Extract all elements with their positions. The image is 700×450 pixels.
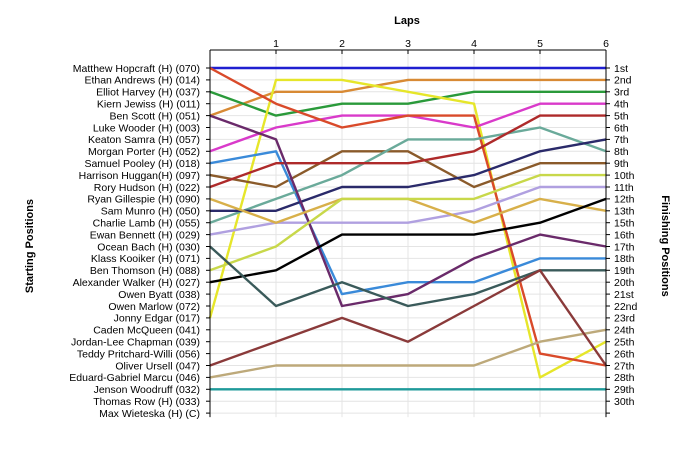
- finishing-position-label: 9th: [614, 158, 629, 170]
- x-tick-label: 6: [603, 38, 609, 50]
- finishing-position-label: 11th: [614, 182, 634, 194]
- finishing-position-label: 7th: [614, 134, 629, 146]
- finishing-position-label: 19th: [614, 265, 635, 277]
- starting-position-label: Morgan Porter (H) (052): [88, 146, 200, 158]
- starting-position-label: Ben Thomson (H) (088): [90, 265, 200, 277]
- chart-series: [208, 66, 607, 391]
- starting-position-label: Ewan Bennett (H) (029): [90, 229, 200, 241]
- finishing-position-label: 22nd: [614, 301, 638, 313]
- starting-position-label: Jonny Edgar (017): [114, 313, 200, 325]
- series-line: [208, 78, 607, 379]
- series-line: [209, 78, 606, 117]
- x-tick-label: 4: [471, 38, 477, 50]
- finishing-position-label: 29th: [614, 384, 635, 396]
- starting-position-label: Harrison Huggan(H) (097): [79, 170, 200, 182]
- finishing-position-label: 1st: [614, 63, 628, 75]
- finishing-position-label: 15th: [614, 218, 635, 230]
- starting-position-label: Jordan-Lee Chapman (039): [71, 337, 200, 349]
- finishing-position-label: 4th: [614, 99, 629, 111]
- starting-position-label: Elliot Harvey (H) (037): [96, 87, 200, 99]
- starting-position-label: Matthew Hopcraft (H) (070): [73, 63, 200, 75]
- series-line: [209, 126, 607, 224]
- starting-position-label: Eduard-Gabriel Marcu (046): [69, 372, 200, 384]
- finishing-position-label: 16th: [614, 229, 635, 241]
- x-tick-labels: 1 2 3 4 5 6: [273, 38, 609, 50]
- starting-position-label: Ocean Bach (H) (030): [97, 241, 200, 253]
- series-line: [209, 114, 607, 308]
- starting-position-label: Owen Marlow (072): [108, 301, 200, 313]
- chart-axes: [206, 49, 610, 418]
- series-line: [210, 138, 607, 213]
- finishing-position-label: 18th: [614, 253, 635, 265]
- starting-position-label: Klass Kooiker (H) (071): [91, 253, 200, 265]
- series-line: [209, 150, 606, 189]
- starting-position-label: Rory Hudson (H) (022): [94, 182, 200, 194]
- starting-position-label: Teddy Pritchard-Willi (056): [77, 348, 200, 360]
- starting-position-label: Ethan Andrews (H) (014): [84, 75, 200, 87]
- starting-position-label: Kiern Jewiss (H) (011): [97, 99, 200, 111]
- starting-position-labels: Matthew Hopcraft (H) (070)Ethan Andrews …: [69, 63, 200, 420]
- finishing-position-label: 24th: [614, 325, 635, 337]
- left-axis-title: Starting Positions: [24, 199, 36, 293]
- starting-position-label: Luke Wooder (H) (003): [93, 122, 200, 134]
- finishing-position-label: 6th: [614, 122, 629, 134]
- finishing-position-label: 5th: [614, 110, 629, 122]
- x-axis-title: Laps: [394, 15, 420, 27]
- finishing-position-label: 13th: [614, 206, 635, 218]
- starting-position-label: Caden McQueen (041): [93, 325, 200, 337]
- finishing-position-label: 30th: [614, 396, 635, 408]
- finishing-position-label: 26th: [614, 348, 635, 360]
- finishing-position-label: 8th: [614, 146, 629, 158]
- x-tick-label: 1: [273, 38, 279, 50]
- starting-position-label: Max Wieteska (H) (C): [99, 408, 200, 420]
- series-line: [209, 66, 607, 367]
- starting-position-label: Charlie Lamb (H) (055): [93, 218, 200, 230]
- series-line: [209, 150, 606, 296]
- starting-position-label: Oliver Ursell (047): [115, 360, 200, 372]
- series-line: [209, 90, 606, 117]
- x-tick-label: 2: [339, 38, 345, 50]
- finishing-position-label: 28th: [614, 372, 635, 384]
- starting-position-label: Alexander Walker (H) (027): [73, 277, 200, 289]
- series-line: [209, 197, 607, 284]
- starting-position-label: Jenson Woodruff (032): [94, 384, 200, 396]
- starting-position-label: Ryan Gillespie (H) (090): [87, 194, 200, 206]
- series-line: [209, 114, 606, 189]
- starting-position-label: Owen Byatt (038): [118, 289, 200, 301]
- finishing-position-labels: 1st2nd3rd4th5th6th7th8th9th10th11th12th1…: [614, 63, 638, 408]
- finishing-position-label: 23rd: [614, 313, 635, 325]
- x-tick-label: 3: [405, 38, 411, 50]
- finishing-position-label: 10th: [614, 170, 635, 182]
- right-axis-title: Finishing Positions: [659, 195, 671, 296]
- finishing-position-label: 21st: [614, 289, 634, 301]
- x-tick-label: 5: [537, 38, 543, 50]
- finishing-position-label: 27th: [614, 360, 635, 372]
- starting-position-label: Ben Scott (H) (051): [110, 110, 200, 122]
- finishing-position-label: 12th: [614, 194, 635, 206]
- finishing-position-label: 3rd: [614, 87, 629, 99]
- series-line: [209, 328, 607, 379]
- starting-position-label: Keaton Samra (H) (057): [88, 134, 200, 146]
- starting-position-label: Sam Munro (H) (050): [101, 206, 200, 218]
- finishing-position-label: 2nd: [614, 75, 632, 87]
- starting-position-label: Thomas Row (H) (033): [93, 396, 200, 408]
- series-line: [209, 173, 606, 272]
- finishing-position-label: 25th: [614, 337, 635, 349]
- finishing-position-label: 20th: [614, 277, 635, 289]
- finishing-position-label: 17th: [614, 241, 635, 253]
- starting-position-label: Samuel Pooley (H) (018): [84, 158, 200, 170]
- series-line: [209, 269, 607, 367]
